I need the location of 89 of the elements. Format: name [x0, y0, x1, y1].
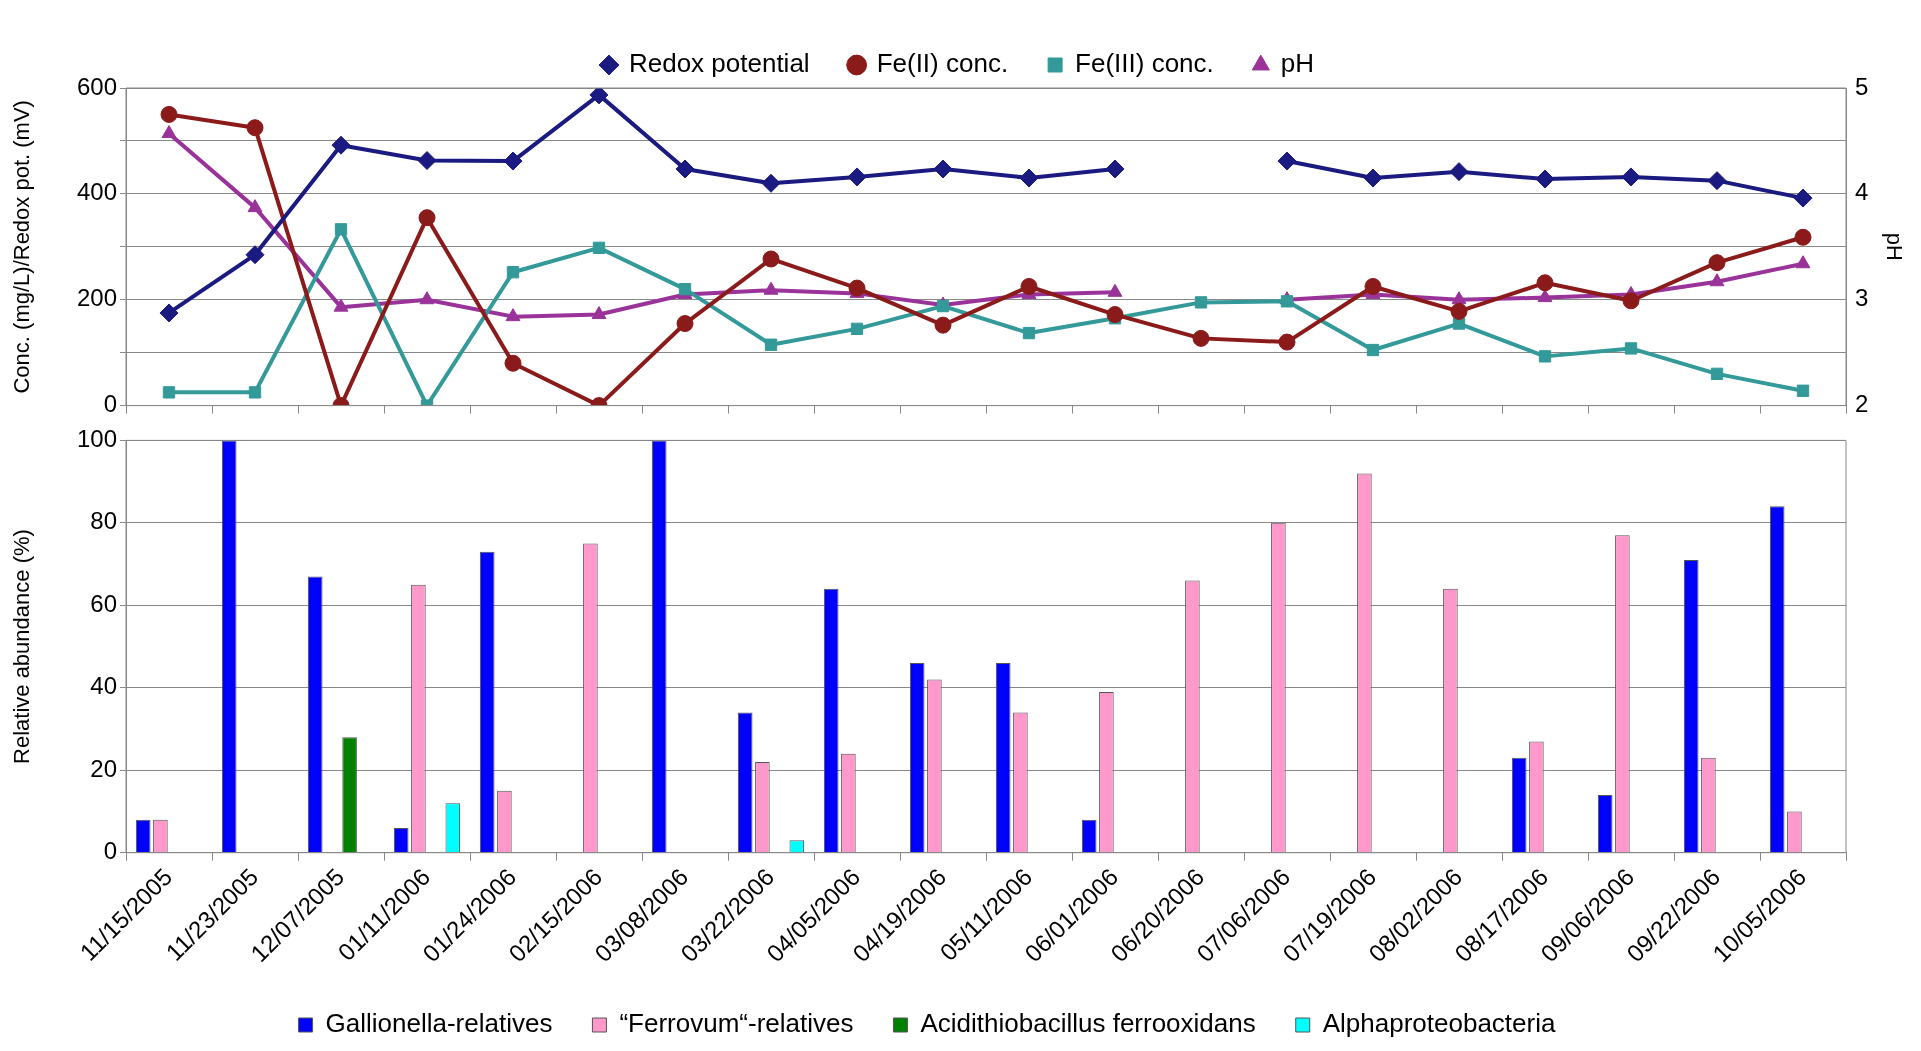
point	[592, 241, 606, 255]
point	[675, 159, 695, 179]
point	[1366, 343, 1380, 357]
y-tick-label: 0	[103, 837, 117, 865]
point	[1107, 283, 1123, 297]
point	[1536, 274, 1554, 292]
point	[1535, 169, 1555, 189]
point	[1795, 255, 1811, 269]
point	[334, 223, 348, 236]
point	[1710, 367, 1724, 380]
y2-axis-title: pH	[1881, 232, 1907, 261]
point	[591, 306, 607, 320]
point	[162, 386, 176, 399]
point	[161, 125, 177, 139]
point	[764, 338, 778, 351]
y-axis-title: Relative abundance (%)	[9, 529, 35, 764]
y2-tick-label: 5	[1855, 72, 1869, 100]
point	[1020, 278, 1038, 295]
point	[1106, 306, 1124, 324]
point	[1105, 159, 1125, 179]
point	[1449, 162, 1469, 182]
legend-label: Gallionella-relatives	[325, 1008, 553, 1039]
point	[1708, 254, 1726, 272]
point	[1796, 384, 1810, 397]
y-tick-label: 200	[76, 284, 117, 312]
point	[504, 354, 522, 372]
point	[246, 119, 264, 137]
point	[506, 266, 520, 279]
point	[1019, 168, 1039, 188]
y-tick-label: 20	[90, 754, 117, 782]
legend-label: Fe(III) conc.	[1075, 48, 1214, 79]
point	[1280, 295, 1294, 308]
point	[1537, 289, 1553, 303]
point	[1794, 228, 1812, 246]
point	[159, 303, 179, 323]
point	[762, 250, 780, 268]
legend-label: Alphaproteobacteria	[1322, 1008, 1556, 1039]
point	[331, 135, 351, 155]
point	[1622, 292, 1640, 310]
y-tick-label: 60	[90, 589, 117, 617]
point	[419, 291, 435, 305]
y-tick-label: 400	[76, 178, 117, 206]
point	[1364, 278, 1382, 295]
point	[763, 281, 779, 295]
legend-label: Acidithiobacillus ferrooxidans	[920, 1008, 1256, 1039]
point	[848, 279, 866, 297]
point	[1277, 151, 1297, 171]
y2-tick-label: 3	[1855, 284, 1869, 312]
point	[1363, 168, 1383, 188]
point	[1621, 167, 1641, 187]
point	[1022, 326, 1036, 340]
point	[934, 316, 952, 334]
point	[245, 245, 265, 265]
point	[1707, 171, 1727, 191]
point	[850, 322, 864, 335]
point	[503, 151, 523, 171]
point	[1709, 273, 1725, 287]
point	[160, 105, 178, 123]
point	[1194, 296, 1208, 309]
point	[248, 386, 262, 399]
point	[1192, 329, 1210, 347]
y-tick-label: 600	[76, 72, 117, 100]
legend-label: Fe(II) conc.	[876, 48, 1009, 79]
point	[247, 199, 263, 213]
y-tick-label: 0	[103, 390, 117, 418]
y-tick-label: 40	[90, 672, 117, 700]
point	[1793, 188, 1813, 208]
point	[1450, 302, 1468, 320]
y-tick-label: 80	[90, 507, 117, 535]
y-axis-title: Conc. (mg/L)/Redox pot. (mV)	[9, 100, 35, 394]
point	[333, 298, 349, 312]
y-tick-label: 100	[76, 425, 117, 453]
point	[1278, 333, 1296, 351]
point	[589, 88, 609, 105]
point	[1451, 291, 1467, 305]
y2-tick-label: 2	[1855, 390, 1869, 418]
point	[505, 308, 521, 322]
point	[1538, 350, 1552, 363]
point	[417, 151, 437, 171]
point	[676, 315, 694, 333]
point	[1624, 342, 1638, 355]
legend-label: Redox potential	[628, 48, 810, 79]
point	[418, 209, 436, 227]
legend-label: “Ferrovum“-relatives	[619, 1008, 854, 1039]
point	[761, 173, 781, 193]
point	[933, 159, 953, 179]
point	[847, 167, 867, 187]
y2-tick-label: 4	[1855, 178, 1869, 206]
legend-label: pH	[1280, 48, 1315, 79]
